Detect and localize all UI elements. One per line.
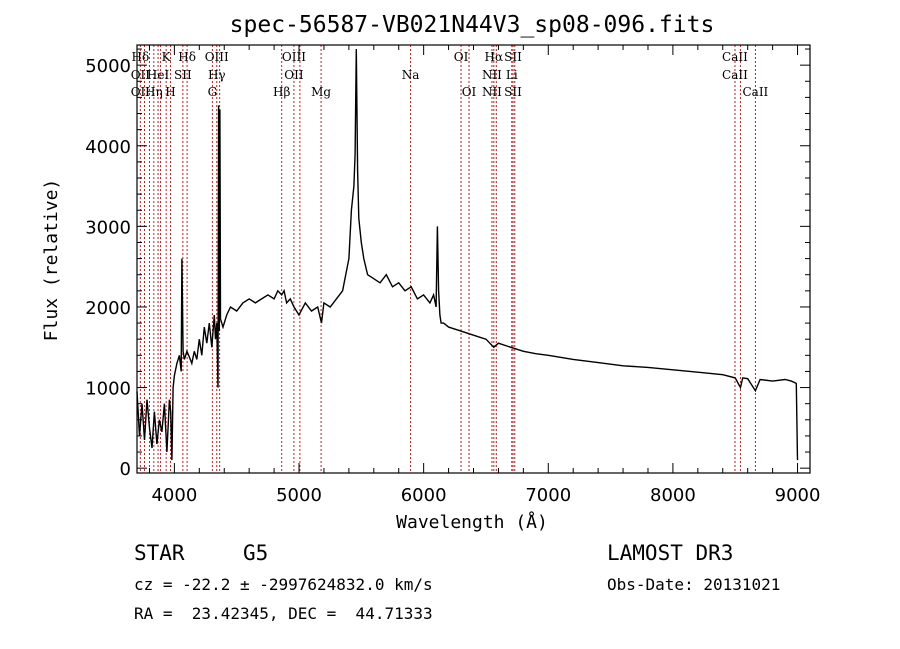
emission-line-label: SII bbox=[504, 50, 522, 64]
emission-line-label: SII bbox=[504, 85, 522, 99]
emission-line-label: K bbox=[162, 50, 172, 64]
emission-line-label: G bbox=[208, 85, 218, 99]
spectrum-line bbox=[136, 48, 799, 461]
x-tick-label: 8000 bbox=[650, 485, 696, 506]
emission-line-label: OI bbox=[454, 50, 469, 64]
coordinates: RA = 23.42345, DEC = 44.71333 bbox=[134, 604, 433, 623]
y-tick-label: 1000 bbox=[85, 379, 131, 400]
x-tick-label: 4000 bbox=[151, 485, 197, 506]
x-tick-label: 7000 bbox=[525, 485, 571, 506]
survey-name: LAMOST DR3 bbox=[607, 541, 734, 565]
redshift-info: cz = -22.2 ± -2997624832.0 km/s bbox=[134, 575, 433, 594]
x-axis-label: Wavelength (Å) bbox=[396, 511, 548, 533]
emission-line-label: Hα bbox=[485, 50, 504, 64]
emission-line-label: OII bbox=[131, 68, 151, 82]
emission-line-label: CaII bbox=[722, 50, 748, 64]
obs-date: Obs-Date: 20131021 bbox=[607, 575, 781, 594]
emission-line-label: Hδ bbox=[132, 50, 150, 64]
emission-line-label: Hγ bbox=[208, 68, 226, 82]
x-tick-label: 6000 bbox=[401, 485, 447, 506]
emission-line-label: OII bbox=[284, 68, 304, 82]
y-axis-label: Flux (relative) bbox=[41, 179, 62, 342]
plot-frame bbox=[136, 44, 811, 474]
emission-line-label: Mg bbox=[311, 85, 331, 99]
emission-line-label: CaII bbox=[742, 85, 768, 99]
chart-title: spec-56587-VB021N44V3_sp08-096.fits bbox=[230, 12, 715, 38]
y-tick-label: 5000 bbox=[85, 56, 131, 77]
emission-line-label: OI bbox=[462, 85, 477, 99]
emission-line-label: Na bbox=[402, 68, 420, 82]
object-class: STAR bbox=[134, 541, 185, 565]
emission-line-label: OII bbox=[131, 85, 151, 99]
emission-line-markers bbox=[139, 45, 756, 473]
emission-line-label: Hδ bbox=[178, 50, 196, 64]
emission-line-label: H bbox=[165, 85, 175, 99]
x-tick-label: 5000 bbox=[276, 485, 322, 506]
y-tick-label: 2000 bbox=[85, 298, 131, 319]
y-tick-label: 0 bbox=[120, 459, 131, 480]
emission-line-label: Li bbox=[506, 68, 518, 82]
y-axis: 0 1000 2000 3000 4000 5000 bbox=[85, 48, 810, 480]
x-tick-label: 9000 bbox=[775, 485, 821, 506]
emission-line-labels: HδOIIOIIHηHeIKHSIIHδGOIIIHγHβOIIIOIIMgNa… bbox=[131, 50, 769, 99]
object-subclass: G5 bbox=[243, 541, 269, 565]
y-tick-label: 3000 bbox=[85, 217, 131, 238]
emission-line-label: CaII bbox=[722, 68, 748, 82]
emission-line-label: Hβ bbox=[273, 85, 290, 99]
emission-line-label: HeI bbox=[147, 68, 170, 82]
emission-line-label: NII bbox=[482, 68, 502, 82]
x-axis: 4000 5000 6000 7000 8000 9000 bbox=[148, 45, 821, 506]
emission-line-label: SII bbox=[174, 68, 192, 82]
emission-line-label: NII bbox=[482, 85, 502, 99]
y-tick-label: 4000 bbox=[85, 137, 131, 158]
emission-line-label: Hη bbox=[145, 85, 163, 99]
emission-line-label: OIII bbox=[282, 50, 306, 64]
emission-line-label: OIII bbox=[205, 50, 229, 64]
